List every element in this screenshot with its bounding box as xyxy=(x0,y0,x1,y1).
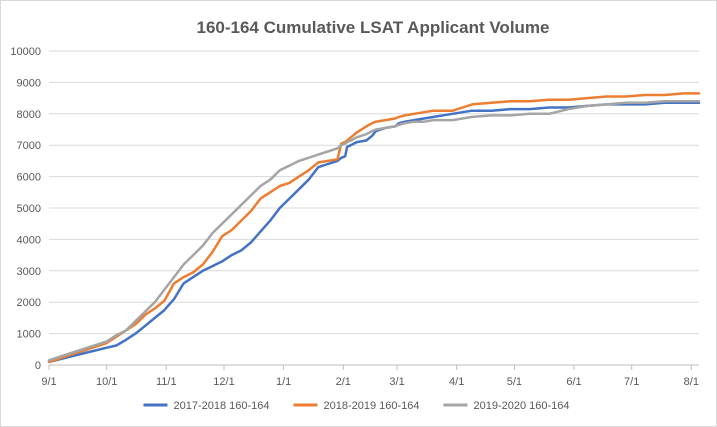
y-tick-label: 6000 xyxy=(17,172,41,184)
series-line-2018-2019-160-164 xyxy=(47,92,701,364)
legend-label: 2017-2018 160-164 xyxy=(174,400,270,412)
y-tick-label: 9000 xyxy=(17,77,41,89)
x-tick-label: 11/1 xyxy=(156,376,177,388)
legend-label: 2019-2020 160-164 xyxy=(474,400,570,412)
y-tick-label: 2000 xyxy=(17,297,41,309)
y-tick-label: 7000 xyxy=(17,140,41,152)
x-tick-label: 12/1 xyxy=(213,376,234,388)
y-tick-label: 3000 xyxy=(17,266,41,278)
y-tick-label: 1000 xyxy=(17,329,41,341)
legend: 2017-2018 160-164 2018-2019 160-164 2019-2… xyxy=(143,400,570,412)
y-tick-label: 4000 xyxy=(17,234,41,246)
x-tick-label: 9/1 xyxy=(41,376,56,388)
series-lines xyxy=(47,92,701,364)
series-line-2019-2020-160-164 xyxy=(47,99,701,362)
y-tick-label: 5000 xyxy=(17,203,41,215)
x-tick-label: 3/1 xyxy=(389,376,404,388)
y-tick-label: 8000 xyxy=(17,109,41,121)
x-tick-label: 4/1 xyxy=(449,376,464,388)
x-tick-label: 7/1 xyxy=(624,376,639,388)
y-tick-label: 10000 xyxy=(10,46,41,58)
chart-title: 160-164 Cumulative LSAT Applicant Volume xyxy=(197,18,550,37)
x-tick-label: 10/1 xyxy=(96,376,117,388)
x-tick-label: 8/1 xyxy=(684,376,699,388)
x-tick-label: 2/1 xyxy=(336,376,351,388)
x-axis: 9/1 10/1 11/1 12/1 1/1 2/1 3/1 4/1 5/1 6/1 7/1 8/1 xyxy=(41,365,699,388)
series-line-2017-2018-160-164 xyxy=(47,101,701,364)
legend-label: 2018-2019 160-164 xyxy=(324,400,420,412)
gridlines xyxy=(49,50,699,366)
x-tick-label: 5/1 xyxy=(507,376,522,388)
y-tick-label: 0 xyxy=(35,360,41,372)
y-axis: 0 1000 2000 3000 4000 5000 6000 7000 8000 9000 100… xyxy=(10,46,41,372)
x-tick-label: 6/1 xyxy=(566,376,581,388)
x-tick-label: 1/1 xyxy=(276,376,291,388)
